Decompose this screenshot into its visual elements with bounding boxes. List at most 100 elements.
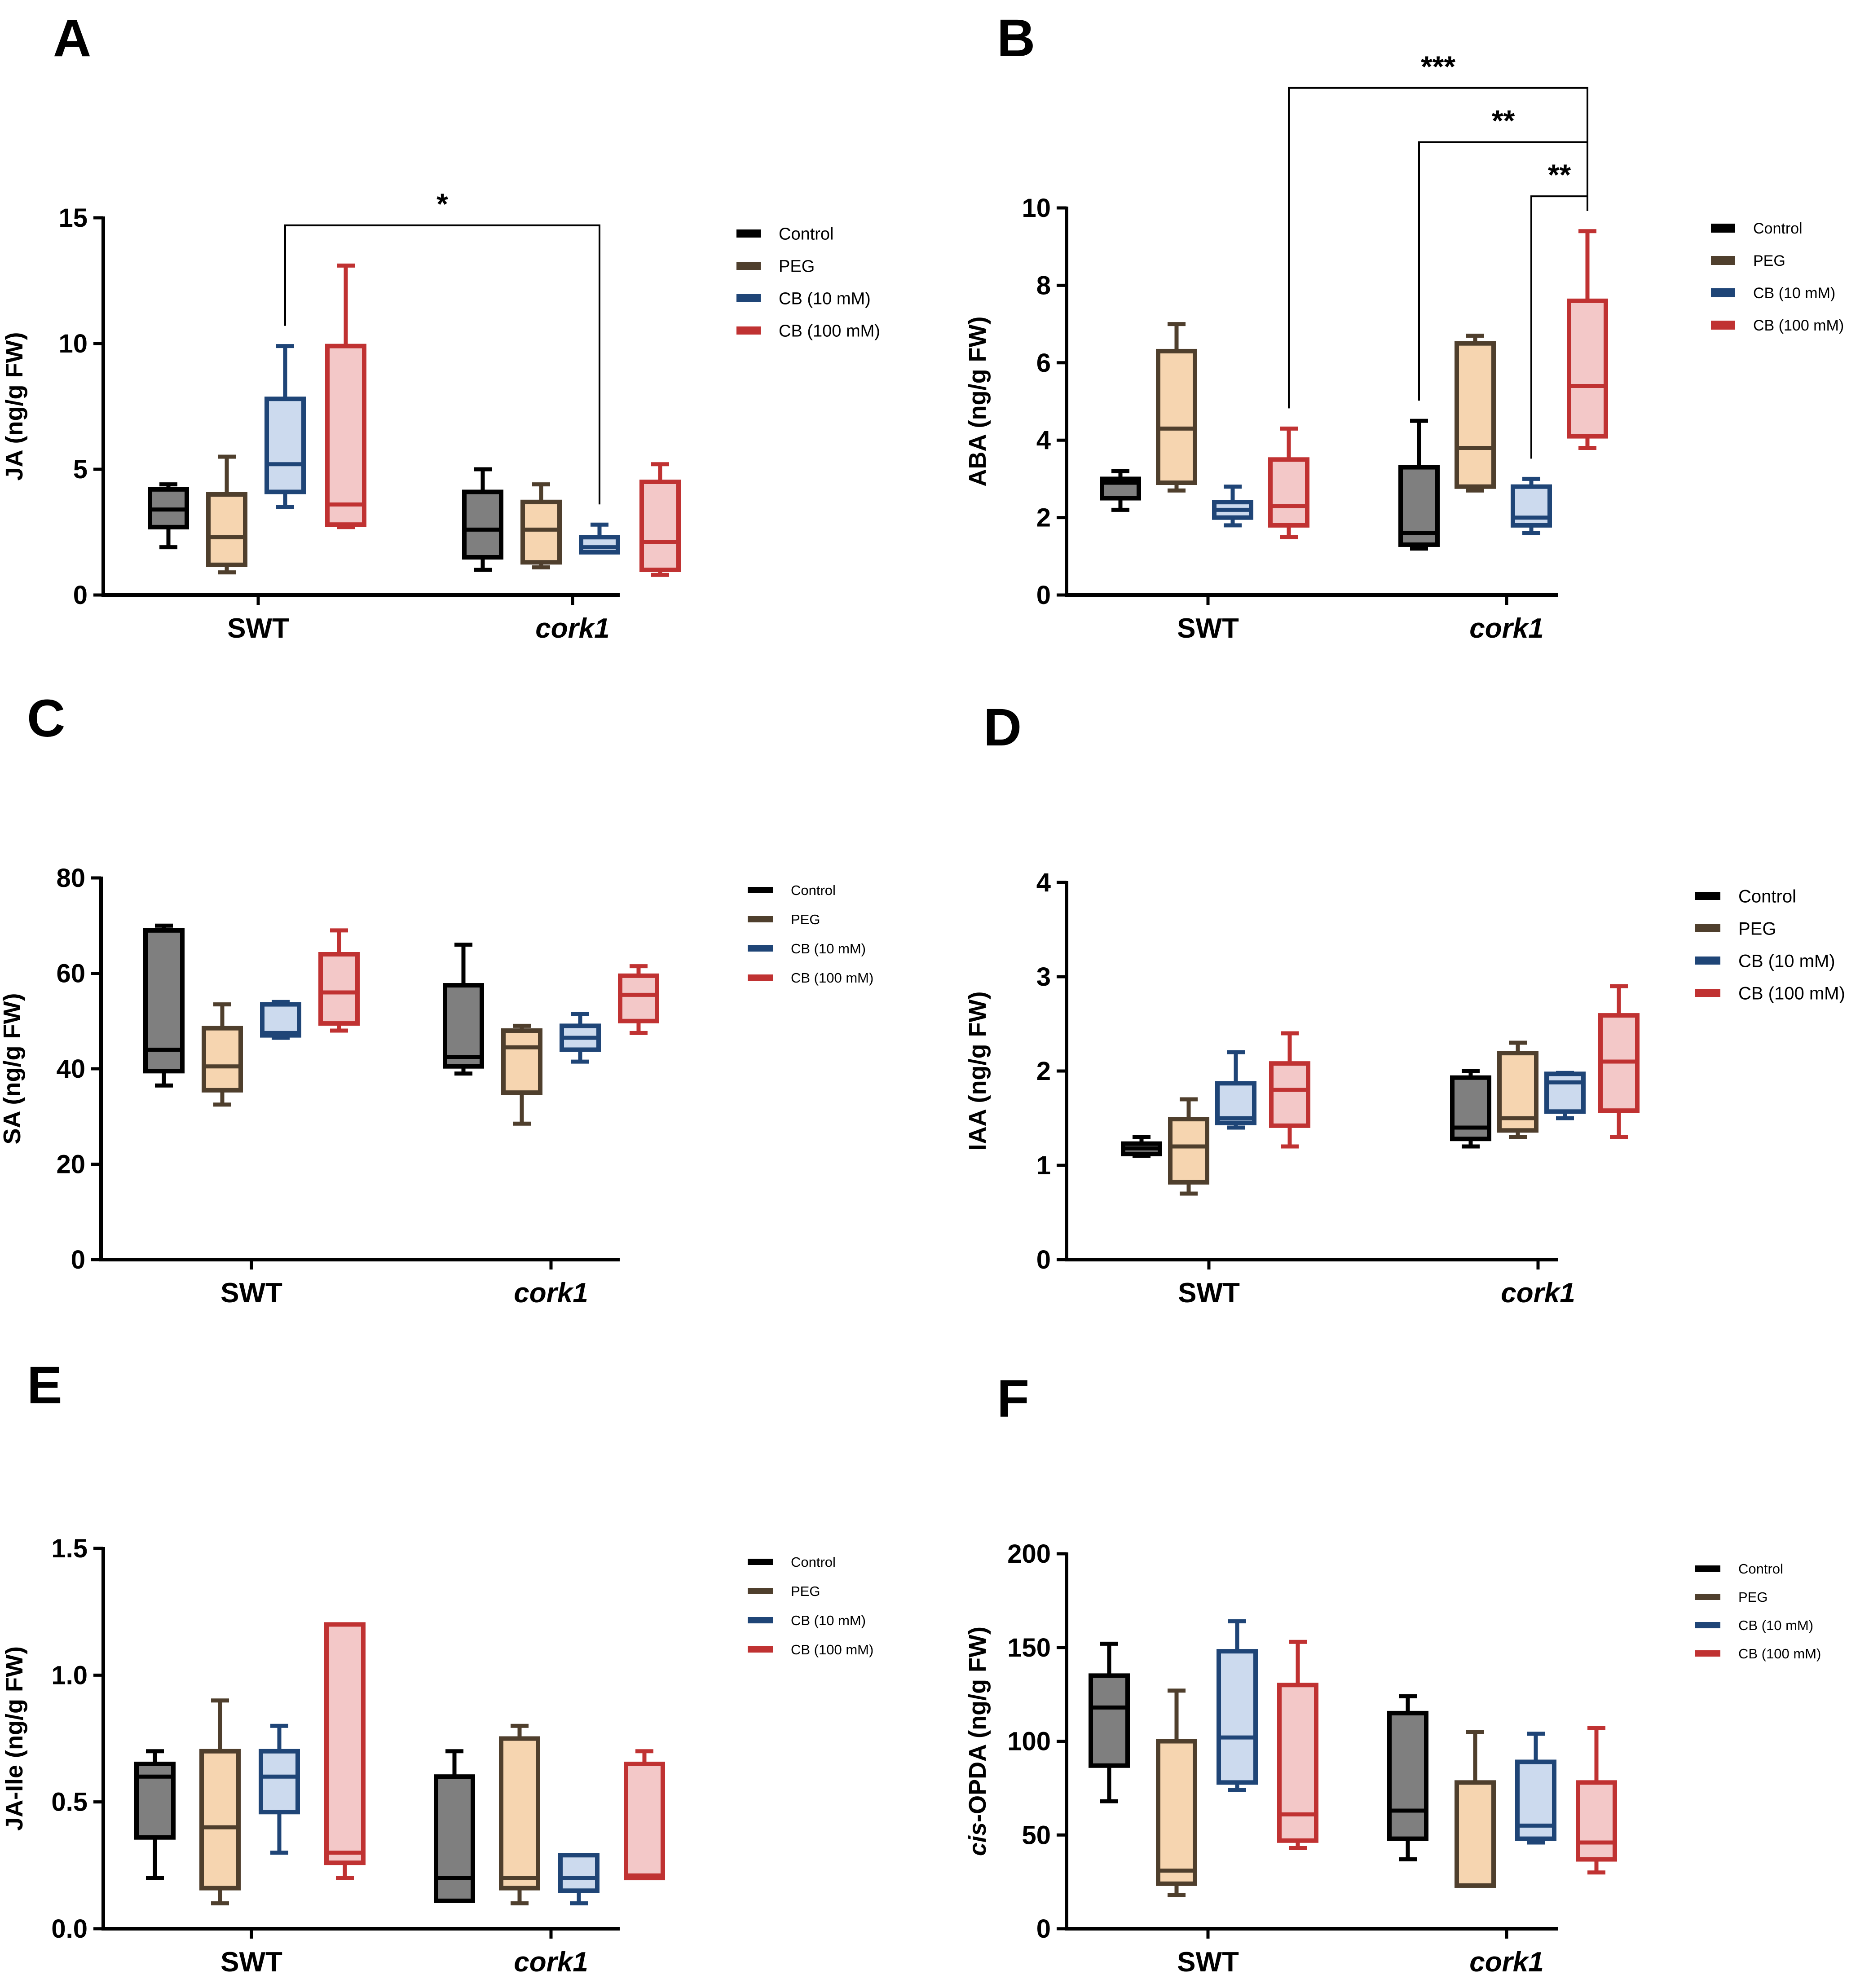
box-plot (1455, 1730, 1496, 1888)
legend-swatch (736, 262, 761, 270)
y-axis-label-italic: cis (964, 1822, 991, 1856)
y-tick-label: 60 (56, 959, 85, 988)
box-plot (1544, 1071, 1586, 1120)
significance-label: * (436, 187, 448, 220)
box-iqr (1455, 341, 1496, 489)
y-tick-label: 3 (1036, 962, 1051, 992)
significance-bracket (284, 224, 600, 505)
box-plot (1217, 1619, 1258, 1792)
y-tick-label: 10 (1022, 194, 1051, 223)
box-plot (1156, 322, 1197, 493)
box-plot (560, 1012, 601, 1064)
significance-label: *** (1421, 50, 1455, 83)
box-iqr (520, 499, 562, 565)
x-group-label: cork1 (1469, 613, 1543, 644)
y-axis-label-text: JA-Ile (ng/g FW) (1, 1646, 28, 1831)
legend-label: Control (791, 1554, 836, 1570)
legend-label: PEG (1738, 919, 1776, 939)
box-plot (259, 1724, 300, 1855)
y-tick-label: 40 (56, 1054, 85, 1084)
y-tick-label: 1.0 (51, 1661, 88, 1690)
y-tick-label: 0 (71, 1245, 85, 1274)
box-plot (1598, 984, 1640, 1139)
box-plot (1497, 1040, 1538, 1139)
legend-label: Control (1753, 220, 1803, 237)
x-group-label: SWT (1178, 1278, 1240, 1309)
y-tick-label: 5 (73, 455, 88, 484)
legend-swatch (1695, 1565, 1720, 1572)
legend-label: Control (1738, 886, 1796, 906)
box-plot (134, 1749, 176, 1880)
box-iqr (1269, 1061, 1310, 1128)
box-iqr (1576, 1780, 1617, 1862)
y-axis-label-text: -OPDA (ng/g FW) (964, 1627, 991, 1822)
y-tick-label: 0 (1036, 1245, 1051, 1274)
box-iqr (264, 397, 306, 494)
box-plot (443, 943, 484, 1076)
box-iqr (1156, 348, 1197, 485)
box-iqr (558, 1853, 599, 1893)
panel-letter: B (997, 9, 1035, 68)
box-plot (1455, 333, 1496, 493)
box-iqr (434, 1774, 475, 1903)
y-axis-label: JA-Ile (ng/g FW) (1, 1646, 28, 1831)
box-iqr (501, 1028, 542, 1095)
y-axis-label: JA (ng/g FW) (1, 332, 28, 481)
panel-letter: C (27, 689, 65, 748)
legend-label: CB (100 mM) (791, 970, 873, 986)
y-tick-label: 0.0 (51, 1914, 88, 1944)
y-tick-label: 8 (1036, 271, 1051, 300)
box-iqr (318, 952, 360, 1026)
box-plot (143, 923, 185, 1088)
legend-swatch (1711, 224, 1735, 233)
box-iqr (639, 480, 681, 572)
box-plot (1089, 1641, 1130, 1803)
legend-swatch (1711, 256, 1735, 265)
box-iqr (1567, 298, 1608, 439)
box-iqr (443, 983, 484, 1069)
significance-bracket (1288, 87, 1588, 409)
box-iqr (624, 1761, 665, 1881)
panel-letter: E (27, 1356, 62, 1415)
box-plot (206, 454, 247, 575)
legend-swatch (748, 887, 773, 893)
box-iqr (618, 973, 659, 1023)
legend-label: CB (100 mM) (1738, 983, 1845, 1003)
y-axis-label-text: ABA (ng/g FW) (964, 317, 991, 487)
panel-c: C 0 20 40 60 80 SA (ng/g FW) SWT cork1 Control PEG… (0, 689, 873, 1309)
box-iqr (1156, 1739, 1197, 1886)
legend-label: PEG (791, 1583, 820, 1599)
box-plot (558, 1853, 599, 1906)
y-axis-label: SA (ng/g FW) (0, 993, 26, 1145)
box-iqr (579, 535, 620, 555)
box-plot (1269, 1031, 1310, 1149)
y-tick-label: 1 (1036, 1151, 1051, 1180)
x-group-label: cork1 (535, 613, 609, 644)
y-axis-label: cis-OPDA (ng/g FW) (964, 1627, 991, 1856)
legend-swatch (1695, 989, 1720, 997)
legend-swatch (736, 326, 761, 335)
box-iqr (325, 344, 366, 527)
y-tick-label: 4 (1036, 868, 1051, 897)
y-tick-label: 10 (58, 329, 88, 358)
box-iqr (202, 1026, 243, 1093)
box-plot (1156, 1688, 1197, 1897)
panel-d: D 0 1 2 3 4 IAA (ng/g FW) SWT cork1 Control PEG CB … (964, 698, 1845, 1309)
legend-label: PEG (779, 257, 815, 276)
box-plot (1168, 1097, 1209, 1196)
box-plot (462, 467, 503, 572)
legend-label: PEG (791, 912, 820, 927)
box-plot (324, 1622, 366, 1880)
legend-label: CB (100 mM) (791, 1642, 873, 1657)
box-plot (260, 1000, 301, 1040)
legend-label: CB (10 mM) (791, 941, 866, 957)
legend-label: CB (100 mM) (779, 322, 880, 341)
legend-swatch (1695, 924, 1720, 932)
box-iqr (1544, 1071, 1586, 1114)
panel-letter: A (53, 9, 91, 68)
significance-label: ** (1548, 158, 1571, 191)
y-axis-label-text: SA (ng/g FW) (0, 993, 26, 1145)
y-axis-label: ABA (ng/g FW) (964, 317, 991, 487)
